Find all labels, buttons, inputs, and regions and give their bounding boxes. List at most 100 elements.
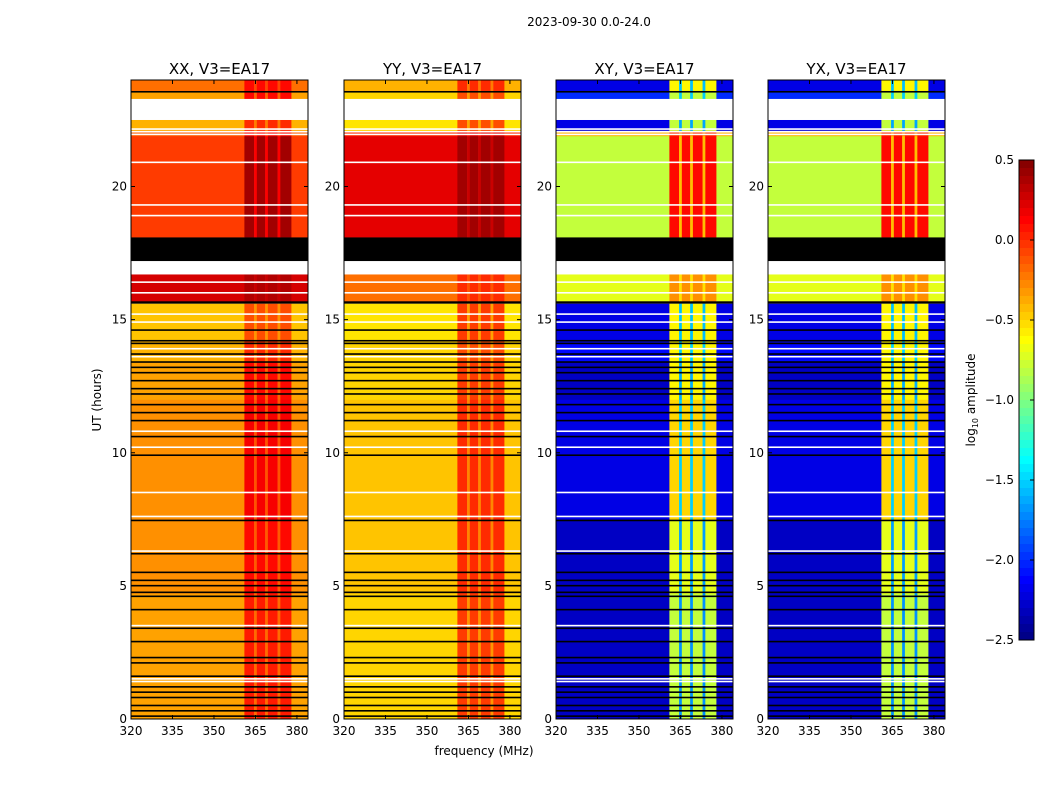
masked-line	[556, 435, 733, 438]
heatmap-cell	[256, 90, 266, 99]
heatmap-cell	[679, 135, 683, 238]
masked-line	[556, 715, 733, 717]
colorbar-segment	[1019, 272, 1034, 281]
heatmap-cell	[705, 274, 717, 302]
y-tick-label: 10	[537, 446, 552, 460]
masked-line	[344, 361, 521, 363]
heatmap-cell	[768, 80, 882, 91]
heatmap-cell	[291, 80, 309, 91]
masked-line	[131, 595, 308, 598]
heatmap-cell	[457, 130, 468, 137]
colorbar-segment	[1019, 632, 1034, 641]
colorbar-segment	[1019, 560, 1034, 569]
colorbar-segment	[1019, 520, 1034, 529]
flagged-line	[131, 680, 308, 683]
x-tick-label: 320	[757, 724, 780, 738]
flagged-line	[131, 550, 308, 552]
heatmap-cell	[267, 130, 278, 137]
colorbar-segment	[1019, 176, 1034, 185]
heatmap-cell	[917, 274, 929, 302]
heatmap-cell	[480, 130, 491, 137]
masked-line	[344, 608, 521, 611]
x-tick-label: 350	[840, 724, 863, 738]
colorbar-segment	[1019, 392, 1034, 401]
masked-line	[131, 552, 308, 555]
heatmap-cell	[478, 274, 482, 302]
heatmap-cell	[478, 519, 482, 595]
heatmap-cell	[891, 340, 895, 363]
panel-xx: XX, V3=EA17 320 335 350 365 380 0 5 10 15 20	[112, 60, 309, 738]
heatmap-cell	[277, 135, 281, 238]
colorbar-segment	[1019, 192, 1034, 201]
heatmap-cell	[344, 274, 458, 302]
heatmap-cell	[490, 80, 494, 91]
masked-line	[131, 656, 308, 659]
heatmap-cell	[891, 519, 895, 595]
masked-line	[131, 361, 308, 363]
heatmap-cell	[344, 519, 458, 595]
heatmap-cell	[244, 135, 255, 238]
heatmap-cell	[265, 90, 269, 99]
heatmap-cell	[891, 399, 895, 520]
masked-line	[344, 595, 521, 598]
heatmap-cell	[891, 593, 895, 720]
masked-line	[131, 640, 308, 643]
flagged-line	[768, 491, 945, 494]
colorbar-segment	[1019, 432, 1034, 441]
masked-line	[768, 366, 945, 369]
masked-line	[344, 435, 521, 438]
flagged-line	[556, 446, 733, 449]
heatmap-cell	[893, 274, 903, 302]
flagged-line	[344, 130, 521, 133]
heatmap-cell	[702, 90, 706, 99]
heatmap-cell	[244, 340, 255, 363]
heatmap-cell	[457, 340, 468, 363]
heatmap-cell	[265, 119, 269, 131]
flagged-line	[556, 678, 733, 680]
colorbar-segment	[1019, 424, 1034, 433]
panel-yy: YY, V3=EA17 320 335 350 365 380 0 5 10 15 20	[325, 60, 522, 738]
heatmap-cell	[478, 80, 482, 91]
heatmap-cell	[893, 130, 903, 137]
flagged-line	[131, 130, 308, 133]
heatmap-cell	[267, 399, 278, 520]
flagged-line	[131, 292, 308, 294]
heatmap-cell	[504, 80, 522, 91]
heatmap-cell	[469, 593, 479, 720]
x-tick-label: 350	[203, 724, 226, 738]
masked-line	[344, 393, 521, 395]
masked-line	[344, 419, 521, 422]
flagged-line	[131, 515, 308, 518]
masked-line	[344, 411, 521, 414]
heatmap-cell	[131, 399, 245, 520]
heatmap-cell	[256, 135, 266, 238]
colorbar-tick-label: 0.0	[995, 233, 1014, 247]
heatmap-cell	[244, 90, 255, 99]
masked-line	[556, 393, 733, 395]
masked-line	[768, 715, 945, 717]
masked-line	[768, 419, 945, 422]
masked-line	[344, 244, 521, 246]
colorbar: 0.5 0.0 −0.5 −1.0 −1.5 −2.0 −2.5	[985, 153, 1035, 647]
heatmap-cell	[493, 119, 505, 131]
heatmap-cell	[344, 399, 458, 520]
flagged-line	[344, 281, 521, 283]
x-tick-label: 320	[120, 724, 143, 738]
colorbar-segment	[1019, 312, 1034, 321]
heatmap-cell	[681, 399, 691, 520]
heatmap-cell	[669, 399, 680, 520]
flagged-row	[768, 261, 945, 275]
heatmap-cell	[702, 80, 706, 91]
heatmap-cell	[902, 130, 906, 137]
heatmap-cell	[692, 135, 703, 238]
colorbar-segment	[1019, 536, 1034, 545]
masked-line	[556, 244, 733, 246]
heatmap-cell	[768, 90, 882, 99]
heatmap-cell	[244, 130, 255, 137]
colorbar-segment	[1019, 544, 1034, 553]
colorbar-segment	[1019, 576, 1034, 585]
heatmap-cell	[669, 519, 680, 595]
heatmap-cell	[928, 399, 946, 520]
heatmap-cell	[917, 135, 929, 238]
heatmap-cell	[490, 119, 494, 131]
